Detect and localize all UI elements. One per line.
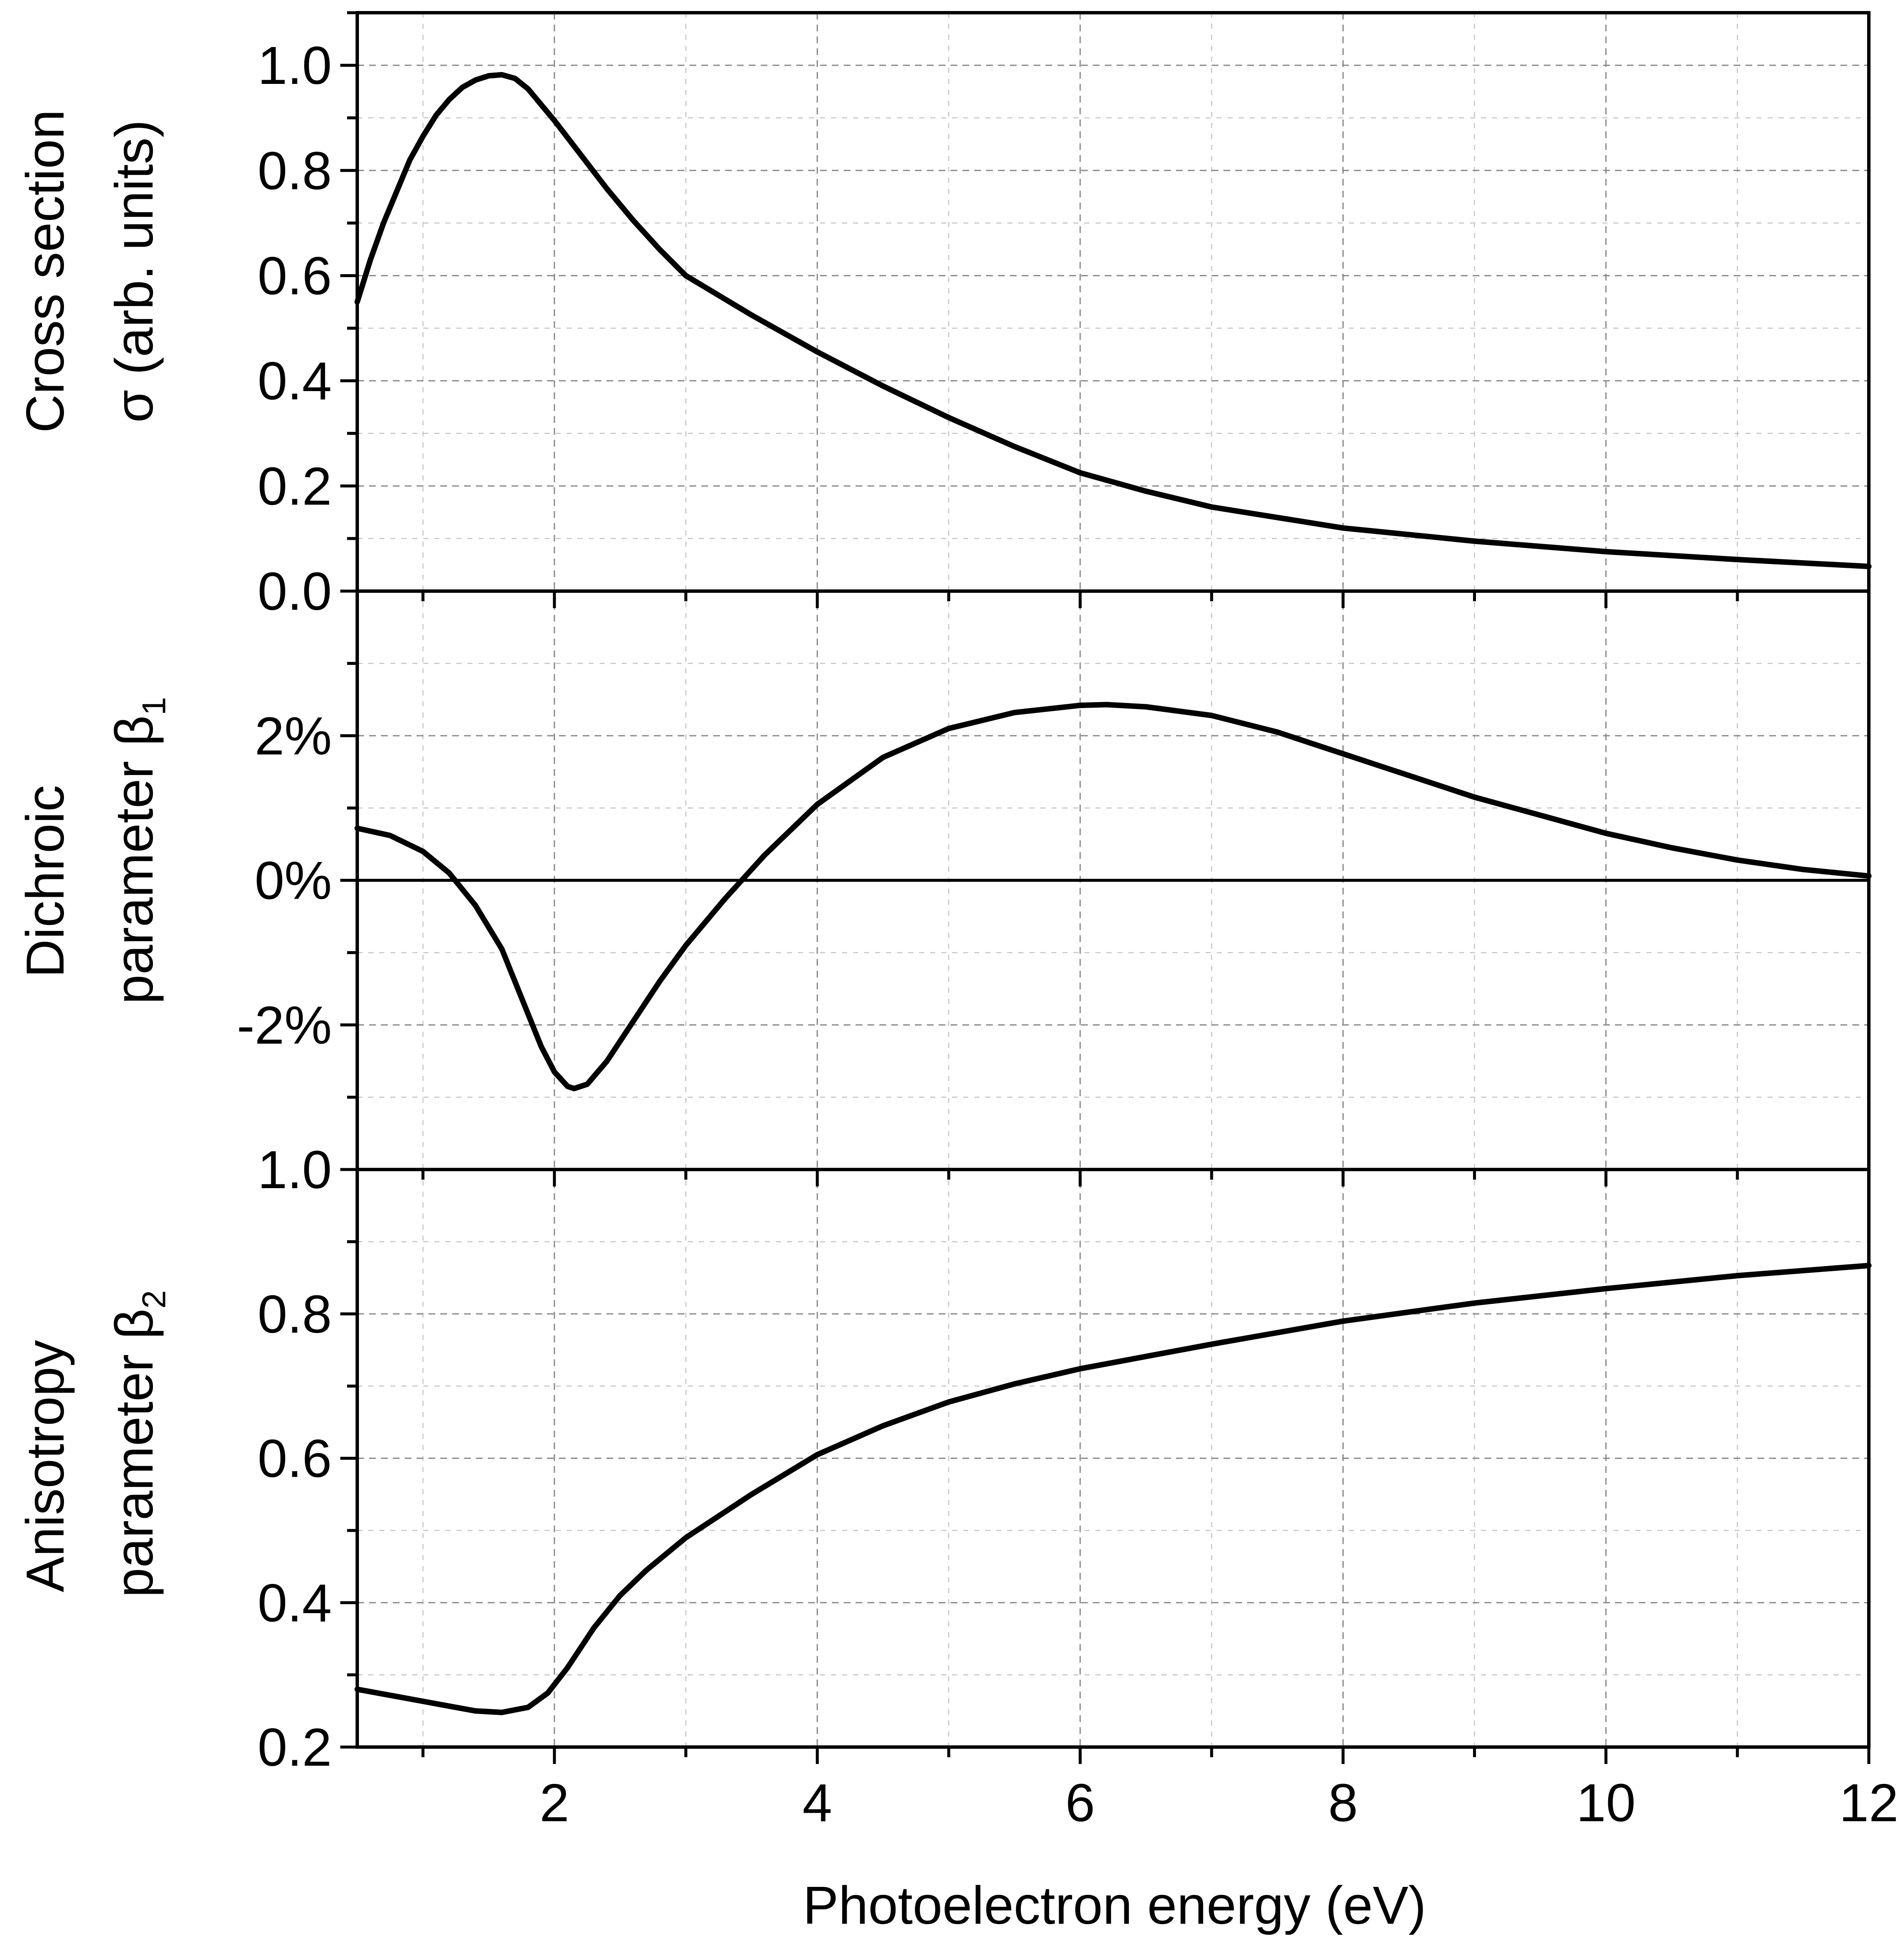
panel-middle-ylabel-main: parameter β — [104, 715, 164, 1004]
xtick-label: 8 — [1328, 1773, 1358, 1833]
xtick-label: 10 — [1576, 1773, 1636, 1833]
panel-middle-ylabel-line1: Dichroic — [15, 785, 75, 978]
label-layer: 0.0 0.2 0.4 0.6 0.8 1.0 -2% 0% 2% 0.2 0.4 0.6 0.8 1.0… — [237, 36, 1898, 1833]
bottom-ytick-label: 0.8 — [258, 1284, 332, 1344]
bottom-ytick-label: 0.4 — [258, 1573, 332, 1633]
panel-bottom-ylabel-main: parameter β — [104, 1308, 164, 1597]
x-axis-title: Photoelectron energy (eV) — [803, 1875, 1426, 1935]
panel-top-ylabel-line1: Cross section — [15, 109, 75, 433]
axes-layer — [340, 11, 1871, 1764]
top-ytick-label: 0.2 — [258, 456, 332, 516]
panel-middle-ylabel-subscript: 1 — [135, 697, 172, 715]
panel-bottom-ylabel-line2: parameter β2 — [104, 1290, 172, 1597]
xtick-label: 12 — [1839, 1773, 1898, 1833]
xtick-label: 6 — [1065, 1773, 1095, 1833]
top-panel-frame — [356, 11, 1871, 593]
bottom-ytick-label: 0.6 — [258, 1429, 332, 1489]
xtick-label: 4 — [803, 1773, 832, 1833]
top-series-curve — [354, 72, 1872, 569]
panel-bottom-ylabel-line1: Anisotropy — [15, 1340, 75, 1592]
top-ytick-label: 0.4 — [258, 351, 332, 411]
bottom-series-curve — [354, 1263, 1872, 1715]
middle-ytick-label: -2% — [237, 995, 332, 1055]
top-ytick-label: 0.0 — [258, 561, 332, 621]
bottom-ytick-label: 0.2 — [258, 1717, 332, 1777]
panel-bottom-ylabel-subscript: 2 — [135, 1290, 172, 1308]
top-ytick-label: 0.8 — [258, 141, 332, 200]
middle-ytick-label: 2% — [255, 706, 332, 766]
top-ytick-label: 1.0 — [258, 36, 332, 95]
xtick-label: 2 — [539, 1773, 569, 1833]
panel-middle-ylabel-line2: parameter β1 — [104, 697, 172, 1004]
top-ytick-label: 0.6 — [258, 246, 332, 306]
curve-layer — [354, 72, 1872, 1715]
middle-ytick-label: 0% — [255, 851, 332, 911]
middle-series-curve — [354, 702, 1872, 1092]
panel-top-ylabel-line2: σ (arb. units) — [104, 120, 164, 423]
bottom-ytick-label: 1.0 — [258, 1140, 332, 1200]
